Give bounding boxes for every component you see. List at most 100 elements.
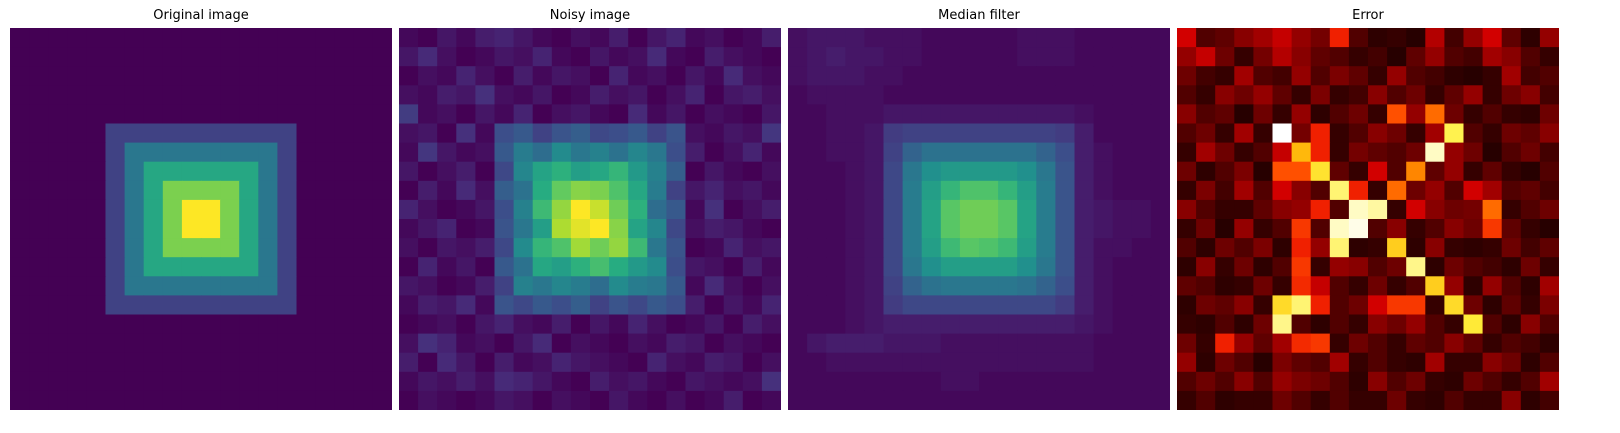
heatmap-cell [315,314,336,335]
heatmap-cell [181,352,202,373]
heatmap-cell [494,295,515,316]
heatmap-cell [1482,390,1503,410]
heatmap-cell [532,123,553,144]
heatmap-cell [1074,180,1095,201]
heatmap-cell [666,180,687,201]
heatmap-cell [1291,28,1312,48]
heatmap-cell [883,390,904,410]
heatmap-cell [1425,295,1445,316]
heatmap-cell [258,199,278,220]
heatmap-cell [239,104,259,125]
heatmap-cell [761,161,781,182]
heatmap-cell [1444,47,1465,67]
heatmap-cell [921,257,942,277]
heatmap-cell [296,390,317,410]
heatmap-cell [277,28,298,48]
heatmap-cell [277,199,298,220]
heatmap-cell [979,161,999,182]
heatmap-cell [29,161,49,182]
heatmap-cell [1253,104,1274,125]
heatmap-cell [883,276,904,296]
heatmap-cell [666,314,687,335]
heatmap-cell [864,161,885,182]
heatmap-cell [826,66,846,86]
heatmap-cell [590,161,610,182]
heatmap-cell [1196,104,1216,125]
heatmap-cell [1539,47,1559,67]
heatmap-cell [647,104,667,125]
heatmap-cell [1234,314,1254,335]
heatmap-cell [704,161,725,182]
heatmap-cell [685,142,706,163]
heatmap-cell [532,276,553,296]
heatmap-cell [1177,257,1197,277]
heatmap-cell [220,352,240,373]
heatmap-cell [48,47,68,67]
heatmap-cell [1112,104,1133,125]
heatmap-cell [761,47,781,67]
heatmap-cell [979,333,999,354]
heatmap-cell [239,314,259,335]
heatmap-cell [959,199,980,220]
heatmap-cell [399,238,419,258]
heatmap-cell [845,85,865,105]
heatmap-cell [1017,123,1037,144]
noisy-image-title: Noisy image [549,8,631,23]
heatmap-cell [372,66,392,86]
heatmap-cell [902,390,923,410]
heatmap-cell [513,123,534,144]
heatmap-cell [1539,295,1559,316]
heatmap-cell [1329,142,1350,163]
heatmap-cell [1253,47,1274,67]
heatmap-cell [1017,390,1037,410]
heatmap-cell [864,314,885,335]
heatmap-cell [1539,161,1559,182]
heatmap-cell [532,47,553,67]
heatmap-cell [1112,257,1133,277]
heatmap-cell [399,295,419,316]
heatmap-cell [590,219,610,239]
heatmap-cell [1253,161,1274,182]
heatmap-cell [29,238,49,258]
heatmap-cell [1520,123,1541,144]
heatmap-cell [277,333,298,354]
heatmap-cell [1017,276,1037,296]
heatmap-cell [532,333,553,354]
heatmap-cell [1406,104,1426,125]
heatmap-cell [921,123,942,144]
heatmap-cell [902,257,923,277]
heatmap-cell [513,66,534,86]
heatmap-cell [1131,295,1152,316]
heatmap-cell [315,390,336,410]
heatmap-cell [143,371,164,392]
heatmap-cell [277,390,298,410]
heatmap-cell [761,333,781,354]
heatmap-cell [124,142,145,163]
heatmap-cell [570,352,591,373]
heatmap-cell [807,85,827,105]
heatmap-cell [372,295,392,316]
heatmap-cell [788,104,808,125]
heatmap-cell [220,295,240,316]
heatmap-cell [609,371,629,392]
heatmap-cell [883,257,904,277]
heatmap-cell [1501,104,1522,125]
heatmap-cell [353,47,374,67]
heatmap-cell [315,276,336,296]
heatmap-cell [437,66,457,86]
heatmap-cell [1215,180,1235,201]
heatmap-cell [1177,199,1197,220]
heatmap-cell [590,85,610,105]
heatmap-cell [761,219,781,239]
heatmap-cell [220,371,240,392]
heatmap-cell [315,123,336,144]
heatmap-cell [1387,85,1407,105]
heatmap-cell [807,390,827,410]
heatmap-cell [1253,85,1274,105]
heatmap-cell [940,295,961,316]
heatmap-cell [1177,47,1197,67]
heatmap-cell [277,276,298,296]
heatmap-cell [1196,219,1216,239]
heatmap-cell [475,314,496,335]
heatmap-cell [181,47,202,67]
